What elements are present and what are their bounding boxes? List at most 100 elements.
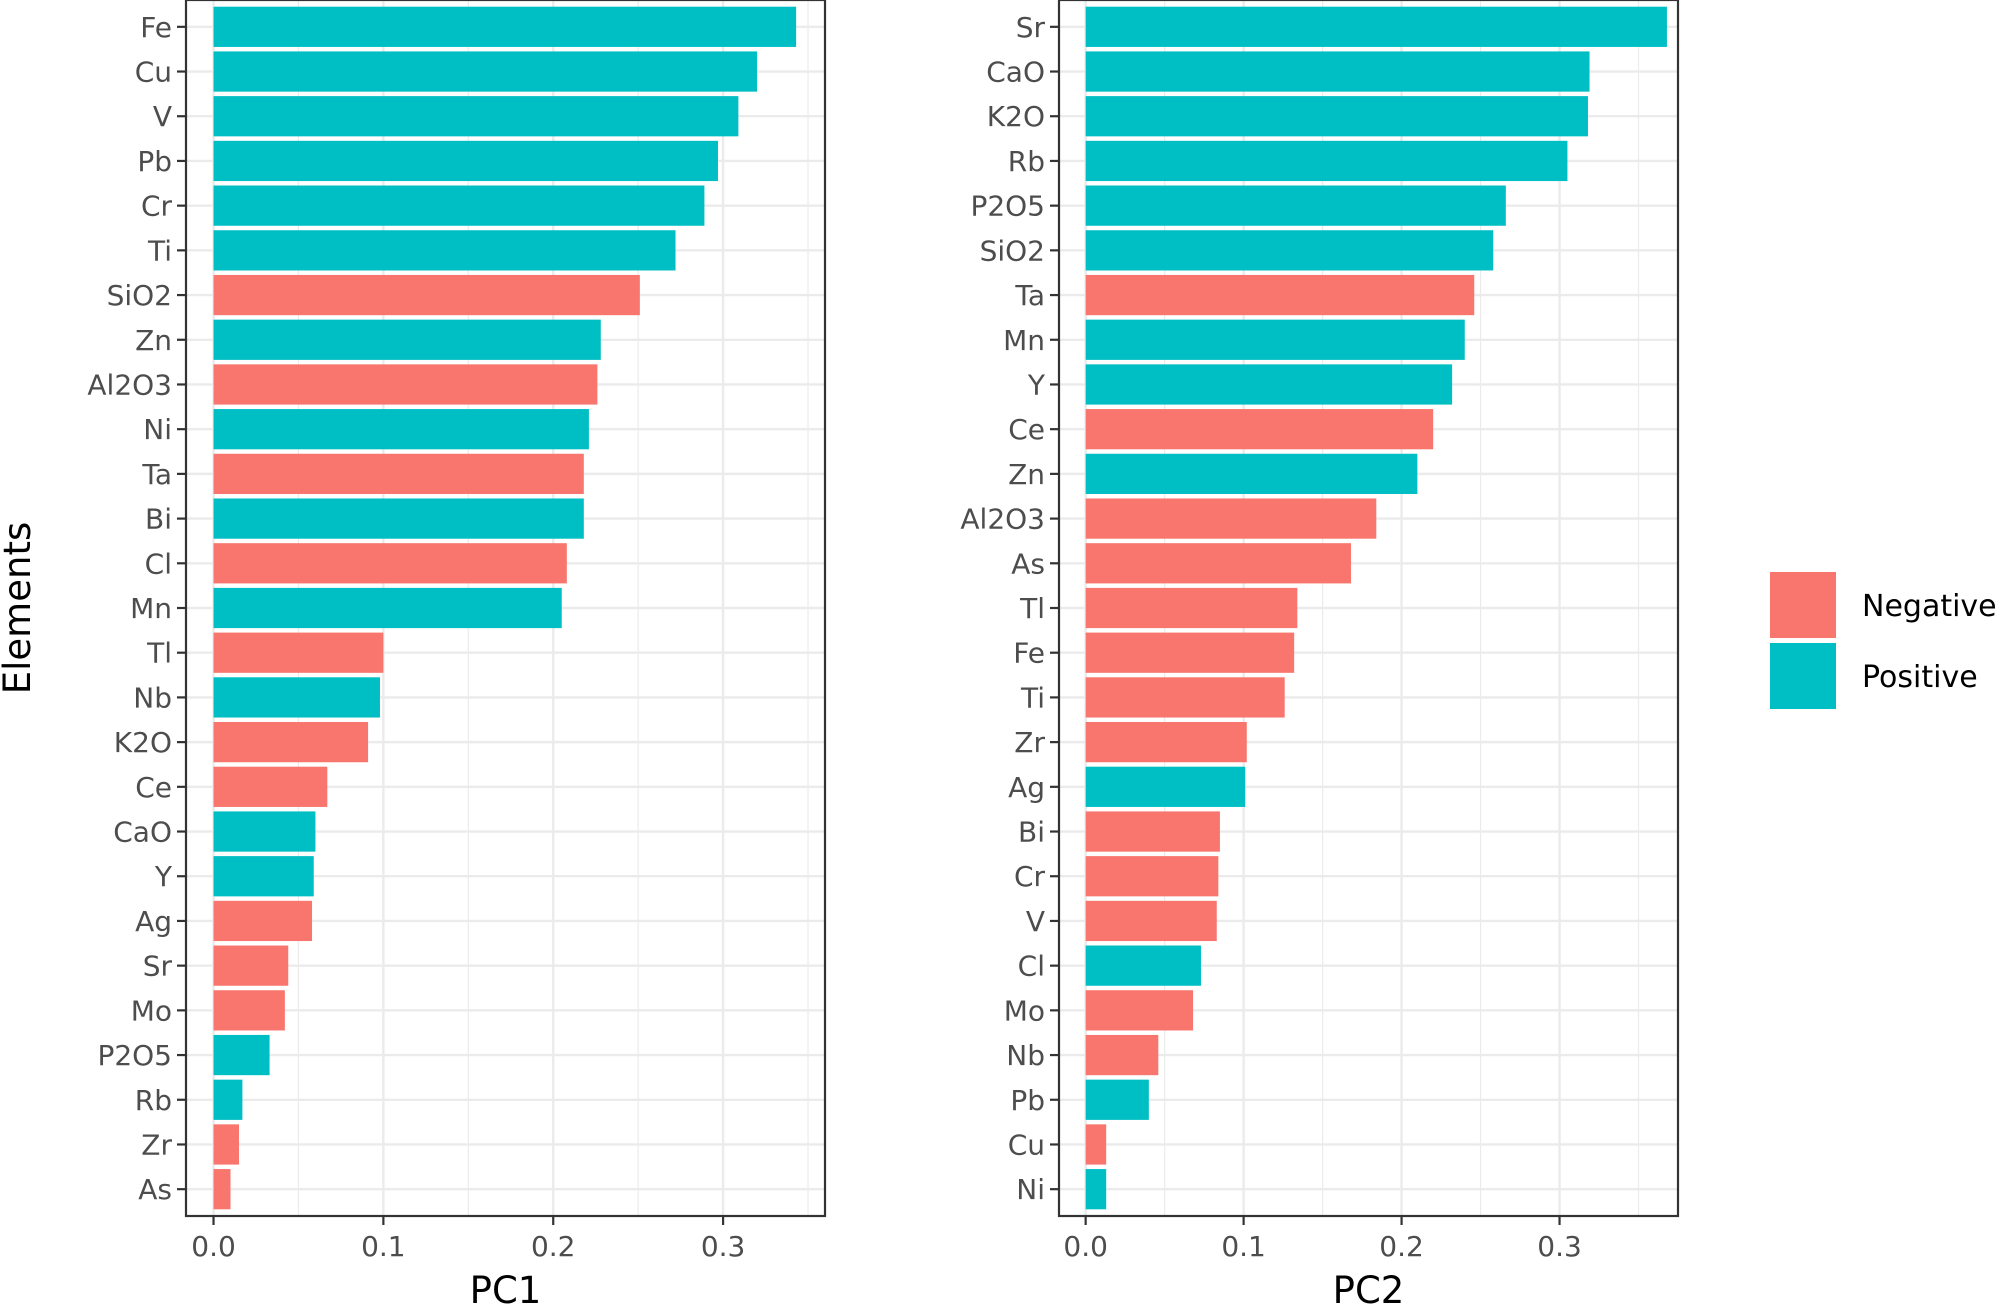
bar (213, 587, 562, 629)
bar (213, 96, 739, 137)
panel-pc2: Sr CaO K2O Rb P2O5 SiO2 Ta Mn Y Ce Zn Al2O3 As Tl Fe Ti… (960, 0, 1680, 1312)
bar (1085, 140, 1568, 182)
bar (1085, 409, 1434, 450)
bar (213, 856, 314, 897)
bar (1085, 543, 1352, 584)
y-tick-label: Pb (1010, 1084, 1045, 1117)
x-tick-label: 0.0 (1063, 1230, 1108, 1263)
y-tick-label: Zr (141, 1128, 172, 1161)
y-tick-label: Mn (130, 592, 172, 625)
y-tick-label: Pb (137, 145, 172, 178)
bar (213, 498, 584, 539)
y-tick-label: Zr (1014, 726, 1045, 759)
bar (213, 1079, 243, 1120)
y-tick-label: Sr (143, 950, 173, 983)
y-tick-label: Rb (135, 1084, 172, 1117)
y-tick-label: Ta (141, 458, 172, 491)
y-tick-label: CaO (986, 56, 1045, 89)
y-tick-label: Ce (135, 771, 172, 804)
y-tick-label: K2O (114, 726, 172, 759)
y-tick-label: Rb (1008, 145, 1045, 178)
y-tick-label: K2O (987, 100, 1045, 133)
bar (1085, 632, 1295, 673)
bar (213, 230, 676, 271)
bar (213, 990, 285, 1031)
x-tick-label: 0.3 (1537, 1230, 1582, 1263)
y-tick-label: Zn (135, 324, 172, 357)
y-tick-label: Y (154, 860, 173, 893)
y-tick-label: CaO (113, 816, 172, 849)
y-tick-label: Ti (147, 234, 172, 267)
y-tick-label: Ti (1020, 681, 1045, 714)
x-axis-title: PC1 (470, 1269, 542, 1312)
bar (1085, 990, 1194, 1031)
bar (1085, 319, 1465, 360)
y-tick-label: Tl (146, 637, 172, 670)
y-tick-label: Ni (143, 413, 172, 446)
x-axis-title: PC2 (1333, 1269, 1405, 1312)
bar (213, 766, 328, 807)
x-tick-label: 0.1 (1221, 1230, 1266, 1263)
y-tick-label: Bi (145, 503, 172, 536)
x-tick-label: 0.2 (531, 1230, 576, 1263)
bar (1085, 96, 1588, 137)
bar (1085, 1169, 1107, 1210)
bar (213, 1124, 239, 1165)
bar (1085, 364, 1453, 405)
y-tick-label: Fe (1013, 637, 1045, 670)
bar (213, 1169, 231, 1210)
y-axis-title: Elements (0, 522, 39, 694)
y-tick-label: Ta (1014, 279, 1045, 312)
y-tick-label: Mo (131, 994, 172, 1027)
y-tick-label: Al2O3 (87, 368, 172, 401)
x-tick-label: 0.3 (701, 1230, 746, 1263)
y-tick-label: Fe (140, 11, 172, 44)
bar (1085, 453, 1418, 494)
y-tick-label: P2O5 (97, 1039, 172, 1072)
y-tick-label: As (138, 1173, 172, 1206)
y-tick-label: Mo (1004, 994, 1045, 1027)
bar (1085, 900, 1217, 942)
x-tick-label: 0.1 (361, 1230, 406, 1263)
panel-pc1: Fe Cu V Pb Cr Ti SiO2 Zn Al2O3 Ni Ta Bi Cl Mn Tl Nb K2O C… (87, 0, 827, 1312)
legend-swatch-positive (1770, 643, 1836, 709)
bar (213, 364, 598, 405)
y-tick-label: Ag (1008, 771, 1045, 804)
bar (1085, 51, 1590, 92)
y-tick-label: Sr (1016, 11, 1046, 44)
y-tick-label: Mn (1003, 324, 1045, 357)
legend-swatch-negative (1770, 572, 1836, 638)
y-tick-label: Cl (145, 547, 172, 580)
bar (1085, 6, 1667, 47)
bar (213, 722, 369, 763)
y-tick-label: Ni (1016, 1173, 1045, 1206)
bar (213, 140, 718, 182)
y-tick-label: Cu (135, 56, 172, 89)
bar (1085, 1034, 1159, 1076)
bar (213, 409, 589, 450)
bar (213, 543, 567, 584)
bar (213, 677, 380, 718)
bar (213, 51, 758, 92)
legend: Negative Positive (1770, 572, 1997, 709)
y-tick-label: Nb (133, 681, 172, 714)
bar (1085, 811, 1220, 852)
y-tick-label: Nb (1006, 1039, 1045, 1072)
y-tick-label: SiO2 (980, 234, 1045, 267)
y-tick-label: V (1026, 905, 1045, 938)
bar (213, 811, 316, 852)
y-tick-label: Ce (1008, 413, 1045, 446)
bar (213, 274, 640, 316)
x-tick-label: 0.2 (1379, 1230, 1424, 1263)
y-tick-label: Bi (1018, 816, 1045, 849)
bar (1085, 677, 1285, 718)
y-tick-label: P2O5 (970, 190, 1045, 223)
bar (1085, 945, 1201, 986)
bar (1085, 1079, 1149, 1120)
bar (213, 900, 313, 942)
bar (1085, 766, 1246, 807)
y-tick-label: SiO2 (107, 279, 172, 312)
y-tick-label: Cl (1018, 950, 1045, 983)
y-tick-label: Cr (141, 190, 173, 223)
